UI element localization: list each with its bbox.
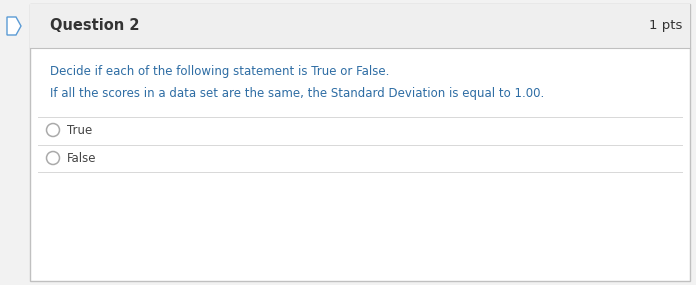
Polygon shape — [7, 17, 21, 35]
FancyBboxPatch shape — [30, 4, 690, 48]
Text: If all the scores in a data set are the same, the Standard Deviation is equal to: If all the scores in a data set are the … — [50, 87, 544, 101]
Text: False: False — [67, 152, 97, 164]
FancyBboxPatch shape — [30, 4, 690, 281]
Text: Decide if each of the following statement is True or False.: Decide if each of the following statemen… — [50, 66, 389, 78]
Text: 1 pts: 1 pts — [649, 19, 682, 32]
Text: True: True — [67, 123, 93, 137]
Text: Question 2: Question 2 — [50, 19, 139, 34]
